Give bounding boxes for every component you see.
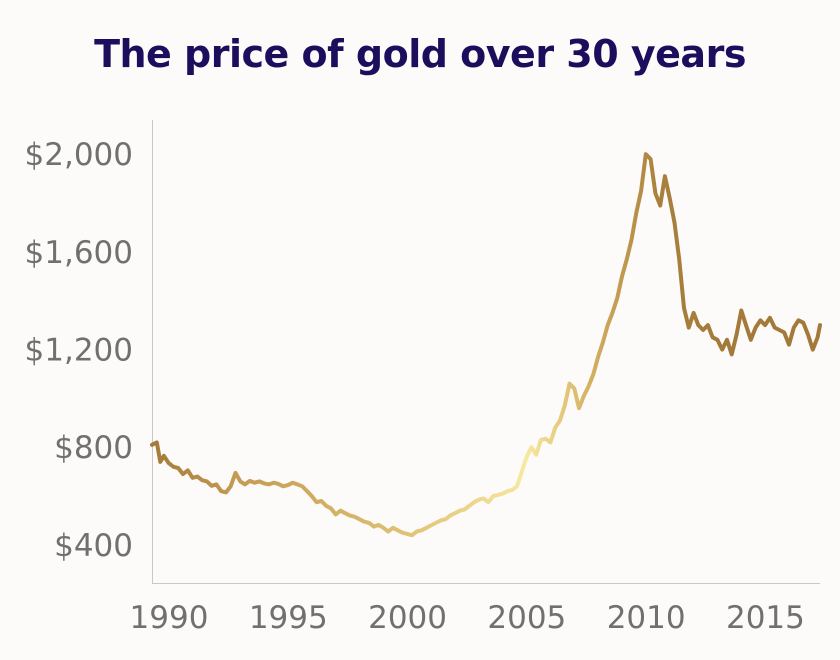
gold-price-line bbox=[150, 152, 822, 538]
y-tick-label: $800 bbox=[54, 430, 133, 466]
x-tick-label: 2000 bbox=[368, 600, 447, 636]
y-tick-label: $400 bbox=[54, 528, 133, 564]
x-tick-label: 2005 bbox=[487, 600, 566, 636]
x-tick-label: 2015 bbox=[726, 600, 805, 636]
x-tick-label: 2010 bbox=[607, 600, 686, 636]
y-tick-label: $1,200 bbox=[25, 333, 133, 369]
y-tick-label: $1,600 bbox=[25, 235, 133, 271]
x-tick-label: 1990 bbox=[130, 600, 209, 636]
chart-title: The price of gold over 30 years bbox=[94, 32, 746, 76]
x-tick-label: 1995 bbox=[249, 600, 328, 636]
y-tick-label: $2,000 bbox=[25, 137, 133, 173]
